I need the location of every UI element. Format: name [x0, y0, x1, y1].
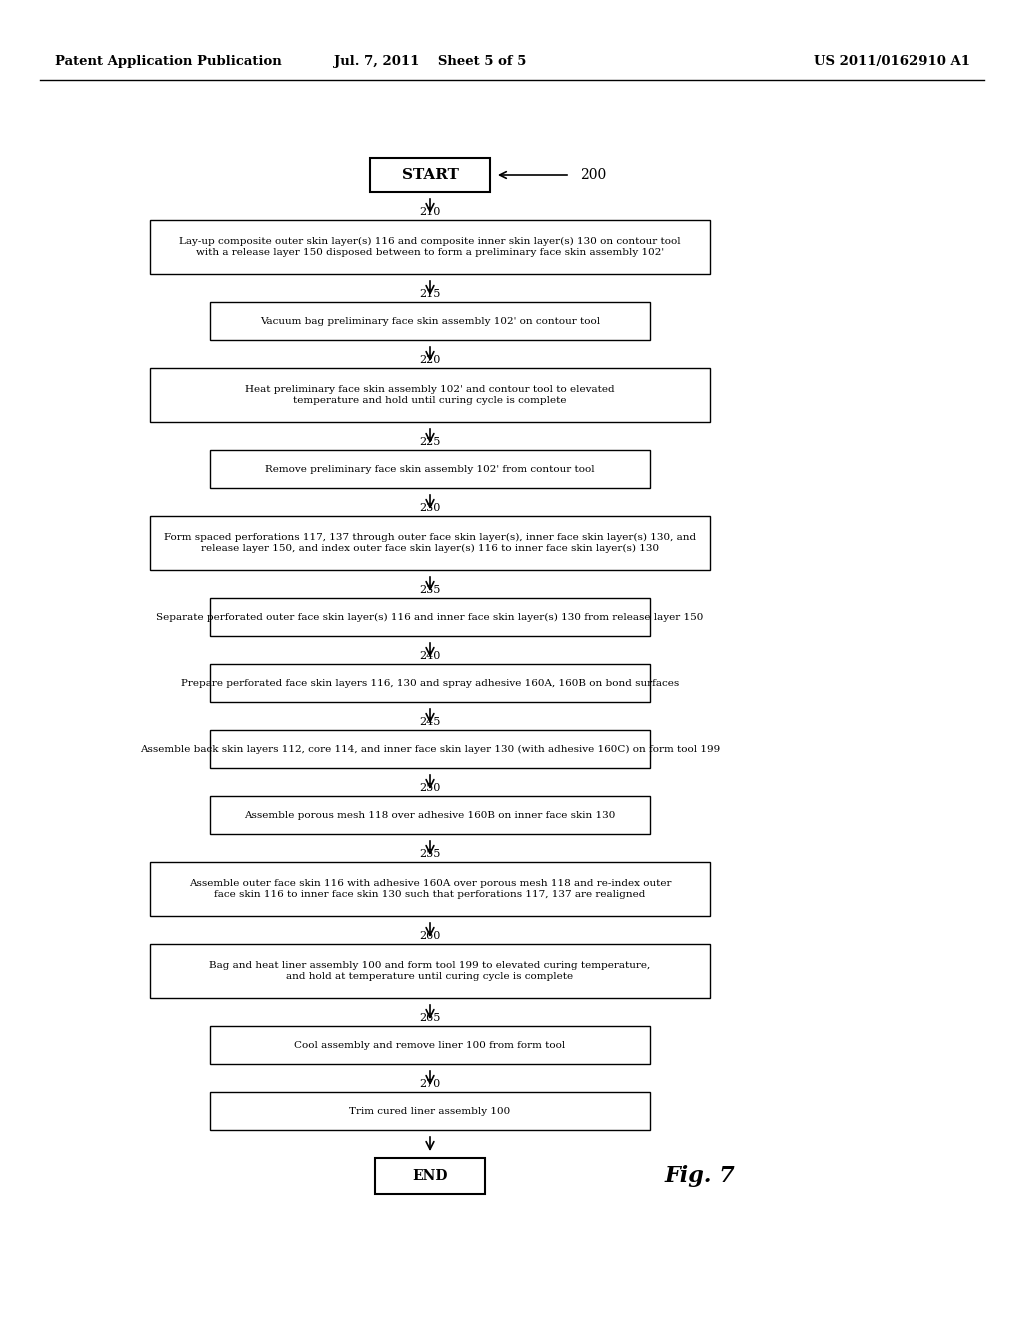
Bar	[150, 368, 710, 422]
Text: 265: 265	[419, 1012, 440, 1023]
Bar	[150, 862, 710, 916]
Text: Assemble outer face skin 116 with adhesive 160A over porous mesh 118 and re-inde: Assemble outer face skin 116 with adhesi…	[188, 879, 672, 899]
Text: Cool assembly and remove liner 100 from form tool: Cool assembly and remove liner 100 from …	[294, 1040, 565, 1049]
Text: Heat preliminary face skin assembly 102' and contour tool to elevated
temperatur: Heat preliminary face skin assembly 102'…	[245, 384, 614, 405]
Text: 235: 235	[419, 585, 440, 595]
Bar	[210, 796, 650, 834]
Text: Prepare perforated face skin layers 116, 130 and spray adhesive 160A, 160B on bo: Prepare perforated face skin layers 116,…	[181, 678, 679, 688]
Text: 215: 215	[419, 289, 440, 300]
Text: 200: 200	[580, 168, 606, 182]
Text: Trim cured liner assembly 100: Trim cured liner assembly 100	[349, 1106, 511, 1115]
Bar	[210, 1092, 650, 1130]
Text: Assemble porous mesh 118 over adhesive 160B on inner face skin 130: Assemble porous mesh 118 over adhesive 1…	[245, 810, 615, 820]
Text: Separate perforated outer face skin layer(s) 116 and inner face skin layer(s) 13: Separate perforated outer face skin laye…	[157, 612, 703, 622]
Text: Remove preliminary face skin assembly 102' from contour tool: Remove preliminary face skin assembly 10…	[265, 465, 595, 474]
Text: 270: 270	[420, 1078, 440, 1089]
Text: 220: 220	[419, 355, 440, 366]
Bar	[375, 1158, 485, 1195]
Bar	[150, 944, 710, 998]
Text: Vacuum bag preliminary face skin assembly 102' on contour tool: Vacuum bag preliminary face skin assembl…	[260, 317, 600, 326]
Text: 260: 260	[419, 931, 440, 941]
Bar	[150, 220, 710, 275]
Text: Form spaced perforations 117, 137 through outer face skin layer(s), inner face s: Form spaced perforations 117, 137 throug…	[164, 533, 696, 553]
Text: 210: 210	[419, 207, 440, 216]
Text: Bag and heat liner assembly 100 and form tool 199 to elevated curing temperature: Bag and heat liner assembly 100 and form…	[209, 961, 650, 981]
Text: 255: 255	[419, 849, 440, 859]
Bar	[210, 450, 650, 488]
Bar	[210, 730, 650, 768]
Text: START: START	[401, 168, 459, 182]
Text: US 2011/0162910 A1: US 2011/0162910 A1	[814, 55, 970, 69]
Text: Jul. 7, 2011    Sheet 5 of 5: Jul. 7, 2011 Sheet 5 of 5	[334, 55, 526, 69]
Bar	[210, 664, 650, 702]
Bar	[370, 158, 490, 191]
Text: Lay-up composite outer skin layer(s) 116 and composite inner skin layer(s) 130 o: Lay-up composite outer skin layer(s) 116…	[179, 236, 681, 257]
Text: 230: 230	[419, 503, 440, 513]
Bar	[210, 598, 650, 636]
Text: 245: 245	[419, 717, 440, 727]
Text: 225: 225	[419, 437, 440, 447]
Bar	[210, 302, 650, 341]
Bar	[210, 1026, 650, 1064]
Text: Assemble back skin layers 112, core 114, and inner face skin layer 130 (with adh: Assemble back skin layers 112, core 114,…	[140, 744, 720, 754]
Text: Patent Application Publication: Patent Application Publication	[55, 55, 282, 69]
Bar	[150, 516, 710, 570]
Text: 240: 240	[419, 651, 440, 661]
Text: 250: 250	[419, 783, 440, 793]
Text: END: END	[413, 1170, 447, 1183]
Text: Fig. 7: Fig. 7	[665, 1166, 735, 1187]
